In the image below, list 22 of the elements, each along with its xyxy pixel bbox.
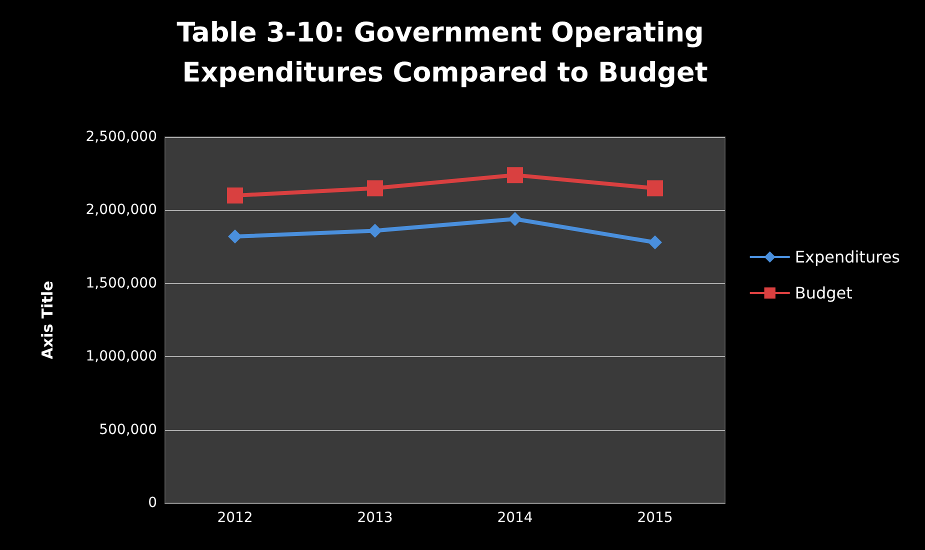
legend-label: Budget (794, 284, 852, 302)
chart-title: Table 3-10: Government Operating Expenditures Compared to Budget (176, 18, 714, 88)
point (228, 230, 242, 244)
y-tick-label: 2,500,000 (86, 129, 157, 145)
x-tick-label: 2015 (637, 510, 673, 526)
y-tick-label: 500,000 (99, 422, 157, 438)
point (647, 180, 663, 196)
x-tick-label: 2014 (497, 510, 533, 526)
y-tick-label: 1,500,000 (86, 275, 157, 292)
point (227, 188, 243, 204)
point (648, 235, 662, 250)
point (507, 167, 523, 184)
point (508, 212, 522, 226)
point (368, 224, 382, 238)
x-tick-label: 2012 (217, 510, 253, 526)
y-tick-label: 0 (148, 495, 157, 511)
point (367, 180, 383, 196)
x-tick-label: 2013 (357, 510, 393, 526)
y-tick-label: 2,000,000 (86, 202, 157, 218)
legend-label: Expenditures (794, 248, 900, 266)
y-axis-title: Axis Title (38, 280, 56, 360)
y-tick-label: 1,000,000 (86, 348, 157, 365)
